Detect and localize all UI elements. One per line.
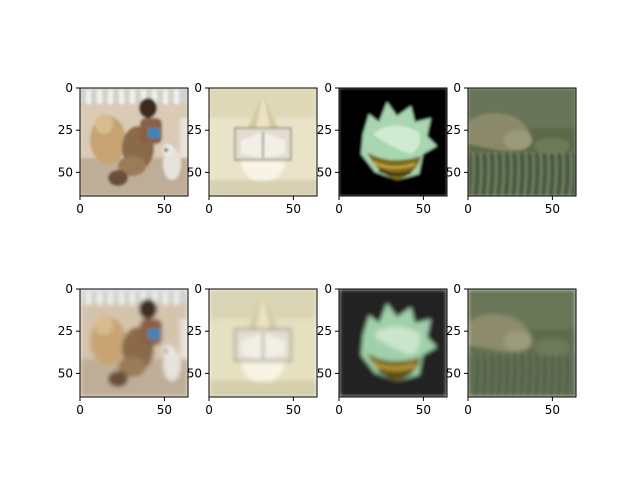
image-woman-with-dogs [80,88,188,196]
y-tick-label: 50 [187,366,202,380]
x-tick-label: 50 [157,403,172,417]
x-tick-label: 0 [205,202,213,216]
image-sundial-plaque [209,88,317,196]
x-tick-label: 50 [545,202,560,216]
image-woman-with-dogs [80,289,188,397]
image-manatee-seagrass [468,289,576,397]
axes-frame [467,87,577,197]
y-tick-label: 50 [446,366,461,380]
axes-frame [467,288,577,398]
subplot-1-0: 0 50 0 25 50 [58,282,189,417]
x-tick-label: 0 [205,403,213,417]
subplot-0-3: 0 50 0 25 50 [446,81,577,216]
axes-frame [208,288,318,398]
y-tick-label: 50 [58,165,73,179]
y-tick-label: 0 [194,81,202,95]
axes-frame [338,288,448,398]
y-tick-label: 50 [58,366,73,380]
axes-frame [208,87,318,197]
x-tick-label: 0 [335,403,343,417]
y-tick-label: 0 [324,81,332,95]
y-tick-label: 0 [453,282,461,296]
y-tick-label: 25 [446,324,461,338]
image-conch-shell [339,289,447,397]
x-tick-label: 50 [416,403,431,417]
y-tick-label: 50 [187,165,202,179]
axes-frame [338,87,448,197]
y-tick-label: 25 [58,324,73,338]
x-tick-label: 50 [545,403,560,417]
x-tick-label: 50 [416,202,431,216]
y-tick-label: 25 [187,324,202,338]
x-tick-label: 50 [157,202,172,216]
y-tick-label: 0 [324,282,332,296]
x-tick-label: 50 [286,202,301,216]
x-tick-label: 0 [76,403,84,417]
y-tick-label: 0 [453,81,461,95]
y-tick-label: 50 [317,366,332,380]
y-tick-label: 25 [317,324,332,338]
axes-frame [79,87,189,197]
x-tick-label: 0 [335,202,343,216]
y-tick-label: 50 [446,165,461,179]
subplot-grid: 0 50 0 25 50 0 50 0 25 50 0 50 0 25 50 0 50 0 25 50 0 50 0 25 50… [58,81,577,417]
x-tick-label: 0 [464,202,472,216]
y-tick-label: 50 [317,165,332,179]
subplot-0-0: 0 50 0 25 50 [58,81,189,216]
subplot-0-2: 0 50 0 25 50 [317,81,448,216]
y-tick-label: 0 [65,282,73,296]
image-sundial-plaque [209,289,317,397]
subplot-0-1: 0 50 0 25 50 [187,81,318,216]
axes-frame [79,288,189,398]
subplot-1-3: 0 50 0 25 50 [446,282,577,417]
subplot-1-1: 0 50 0 25 50 [187,282,318,417]
image-manatee-seagrass [468,88,576,196]
subplot-1-2: 0 50 0 25 50 [317,282,448,417]
x-tick-label: 50 [286,403,301,417]
y-tick-label: 0 [65,81,73,95]
image-conch-shell [339,88,447,196]
y-tick-label: 25 [58,123,73,137]
y-tick-label: 25 [446,123,461,137]
x-tick-label: 0 [464,403,472,417]
y-tick-label: 0 [194,282,202,296]
y-tick-label: 25 [317,123,332,137]
x-tick-label: 0 [76,202,84,216]
y-tick-label: 25 [187,123,202,137]
